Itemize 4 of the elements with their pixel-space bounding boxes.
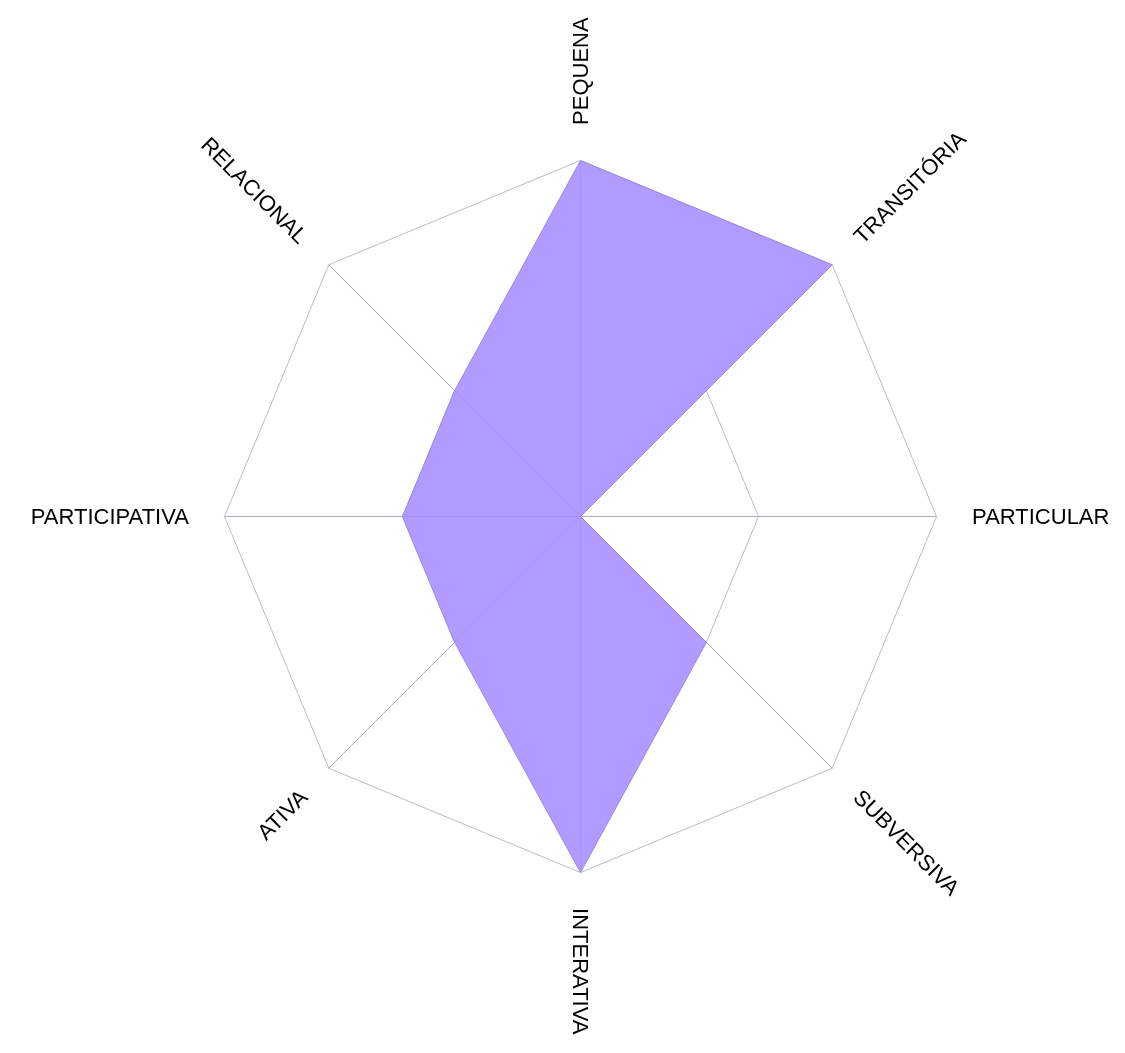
spoke-label: PARTICULAR [972, 504, 1110, 529]
spoke-label: PARTICIPATIVA [30, 504, 190, 529]
spoke-label: PEQUENA [568, 16, 593, 125]
spoke-label: INTERATIVA [568, 908, 593, 1035]
